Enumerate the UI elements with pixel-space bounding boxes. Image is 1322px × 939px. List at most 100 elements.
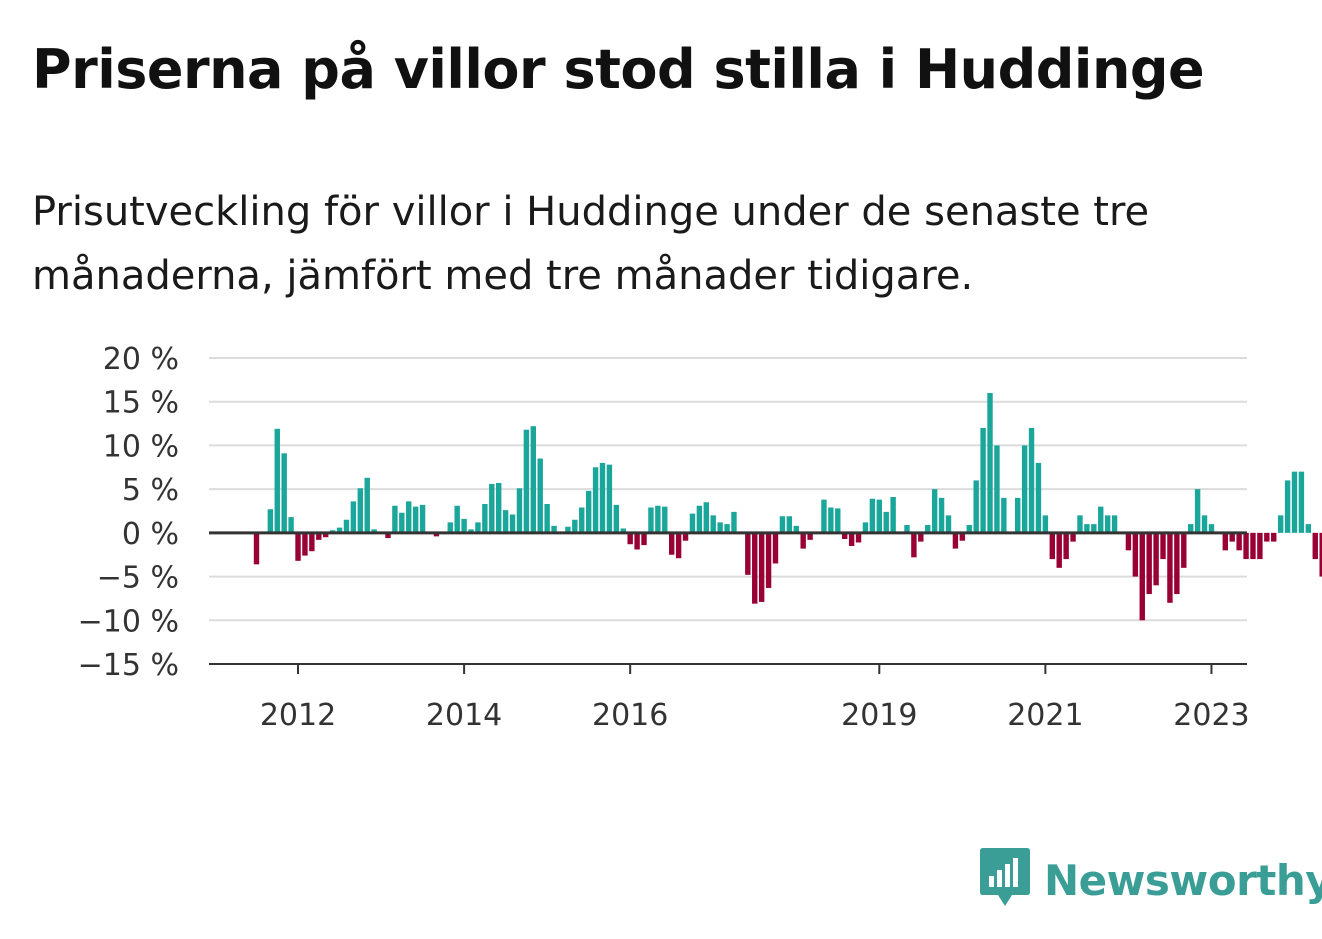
data-bar [1284,480,1291,533]
data-bar [1028,427,1035,533]
data-bar [675,532,682,559]
data-bar [1001,497,1007,533]
data-bar [987,392,993,533]
data-bar [468,529,474,533]
data-bar [606,464,613,533]
data-bar [655,505,661,533]
data-bar [523,429,530,533]
data-bar [786,516,793,533]
y-tick-label: −15 % [78,648,179,683]
data-bar [516,488,523,533]
data-bar [613,504,620,533]
data-bar [475,522,481,533]
data-bar [904,524,910,533]
x-tick-label: 2023 [1173,698,1249,733]
data-bar [1167,532,1173,603]
data-bar [599,462,606,533]
data-bar [447,522,453,533]
data-bar [1194,489,1201,533]
data-bar [890,497,896,533]
data-bar [544,504,550,533]
data-bar [1201,515,1208,533]
data-bar [620,528,626,533]
data-bar [1035,462,1042,533]
data-bar [1146,532,1152,595]
data-bar [724,524,730,533]
data-bar [627,532,633,545]
data-bar [433,532,440,537]
data-bar [274,428,280,533]
x-tick-label: 2012 [260,698,336,733]
data-bar [419,504,426,533]
data-bar [1070,532,1076,542]
data-bar [931,489,938,533]
bars [253,392,1322,621]
data-bar [959,532,966,541]
y-tick-label: −5 % [97,561,179,596]
data-bar [1091,524,1097,533]
data-bar [1319,532,1322,577]
data-bar [1042,515,1049,533]
data-bar [703,502,709,533]
data-bar [579,507,585,533]
data-bar [592,467,599,533]
data-bar [461,518,467,533]
data-bar [634,532,640,550]
data-bar [641,532,647,546]
data-bar [1188,524,1194,533]
data-bar [752,532,758,604]
data-bar [357,488,363,533]
data-bar [828,507,834,533]
page-subtitle: Prisutveckling för villor i Huddinge und… [32,189,1150,299]
data-bar [1236,532,1242,551]
data-bar [1243,532,1249,560]
y-tick-label: 15 % [103,386,179,421]
bar-chart: 20 % 15 % 10 % 5 % 0 % −5 % −10 % −15 % 2012 2014… [78,342,1322,733]
page-title: Priserna på villor stod stilla i Hudding… [32,38,1205,101]
data-bar [489,483,495,533]
data-bar [848,532,855,546]
data-bar [1181,532,1187,568]
axes [209,531,1247,674]
tick-labels: 20 % 15 % 10 % 5 % 0 % −5 % −10 % −15 % 2012 2014… [78,342,1250,733]
y-tick-label: 20 % [103,342,179,377]
data-bar [669,532,675,555]
data-bar [945,515,952,533]
data-bar [1021,445,1028,533]
data-bar [717,522,723,533]
data-bar [364,477,370,533]
data-bar [1084,524,1090,533]
data-bar [918,532,924,542]
data-bar [682,532,689,541]
data-bar [994,445,1000,533]
data-bar [253,532,260,565]
data-bar [551,525,557,533]
data-bar [316,532,322,540]
data-bar [1049,532,1055,560]
y-tick-label: 0 % [122,517,179,552]
x-tick-label: 2014 [426,698,502,733]
data-bar [399,512,405,533]
data-bar [572,519,578,533]
data-bar [502,510,509,533]
data-bar [973,480,979,533]
data-bar [925,524,931,533]
data-bar [758,532,765,602]
data-bar [1098,506,1104,533]
data-bar [1305,524,1312,533]
data-bar [835,508,841,533]
data-bar [821,499,827,533]
data-bar [392,505,398,533]
data-bar [855,532,862,543]
data-bar [765,532,772,588]
data-bar [862,522,869,533]
data-bar [952,532,959,549]
data-bar [1125,532,1132,551]
data-bar [267,509,274,533]
data-bar [648,507,654,533]
data-bar [779,516,786,533]
data-bar [288,517,294,533]
data-bar [385,532,391,539]
data-bar [745,532,751,575]
gridlines [209,357,1247,622]
